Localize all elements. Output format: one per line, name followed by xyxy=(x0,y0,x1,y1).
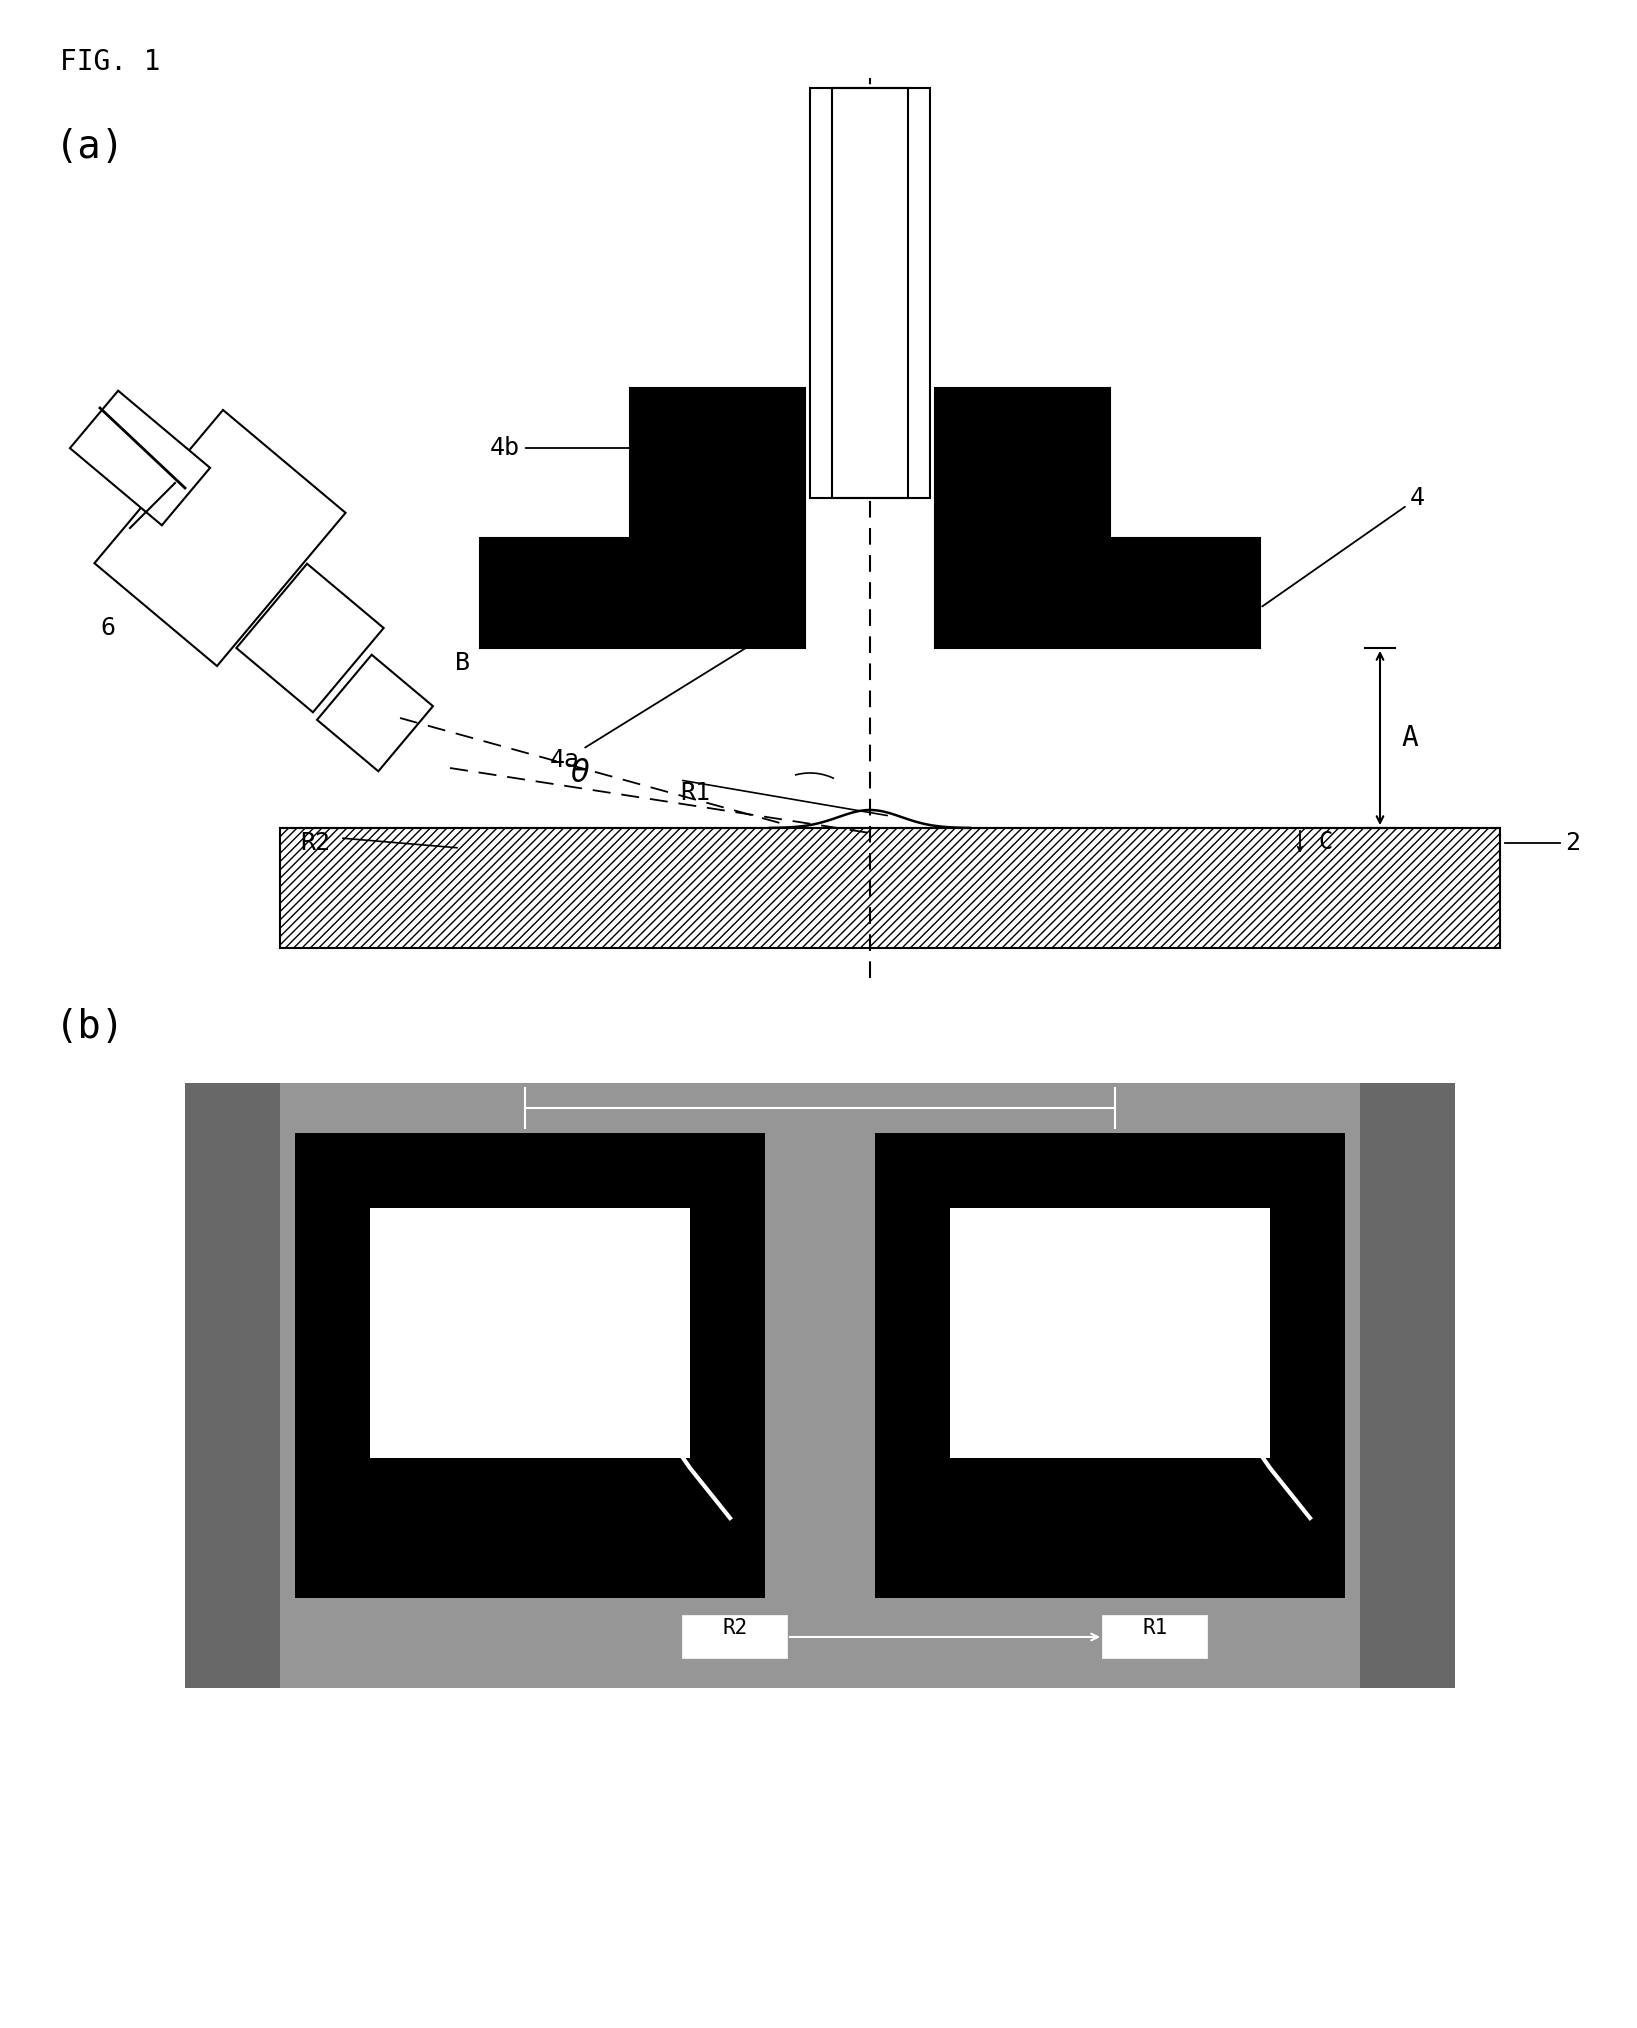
Text: $\theta$: $\theta$ xyxy=(570,758,589,787)
Polygon shape xyxy=(70,391,210,525)
Text: R1: R1 xyxy=(1143,1618,1167,1639)
Polygon shape xyxy=(236,564,383,712)
Text: R2: R2 xyxy=(722,1618,748,1639)
Bar xyxy=(683,1616,787,1659)
Text: 4a: 4a xyxy=(550,635,768,773)
Text: 4: 4 xyxy=(1262,487,1424,606)
Text: R1: R1 xyxy=(679,781,710,805)
Text: R2: R2 xyxy=(300,831,331,856)
Bar xyxy=(185,1083,280,1687)
Text: 5: 5 xyxy=(1000,556,1015,580)
Bar xyxy=(370,1209,691,1458)
Polygon shape xyxy=(935,387,1260,649)
Text: C: C xyxy=(1318,829,1333,854)
Text: 6: 6 xyxy=(100,617,115,641)
Bar xyxy=(185,1083,1455,1687)
Bar xyxy=(1103,1616,1206,1659)
Bar xyxy=(810,87,930,499)
Text: 2: 2 xyxy=(1565,831,1580,856)
Polygon shape xyxy=(318,655,432,771)
Bar xyxy=(876,1134,1346,1598)
Bar xyxy=(832,87,909,499)
Text: (a): (a) xyxy=(56,128,124,166)
Text: A: A xyxy=(1401,724,1419,752)
Bar xyxy=(764,1134,876,1598)
Bar xyxy=(280,1083,1360,1687)
Text: B: B xyxy=(455,651,470,675)
Bar xyxy=(280,827,1499,947)
Text: FIG. 1: FIG. 1 xyxy=(61,49,160,75)
Text: (b): (b) xyxy=(56,1008,124,1046)
Bar xyxy=(295,1134,764,1598)
Bar xyxy=(1360,1083,1455,1687)
Polygon shape xyxy=(480,387,805,649)
Text: 4b: 4b xyxy=(489,436,712,460)
Text: B: B xyxy=(814,1057,827,1081)
Polygon shape xyxy=(95,410,345,665)
Bar xyxy=(949,1209,1270,1458)
